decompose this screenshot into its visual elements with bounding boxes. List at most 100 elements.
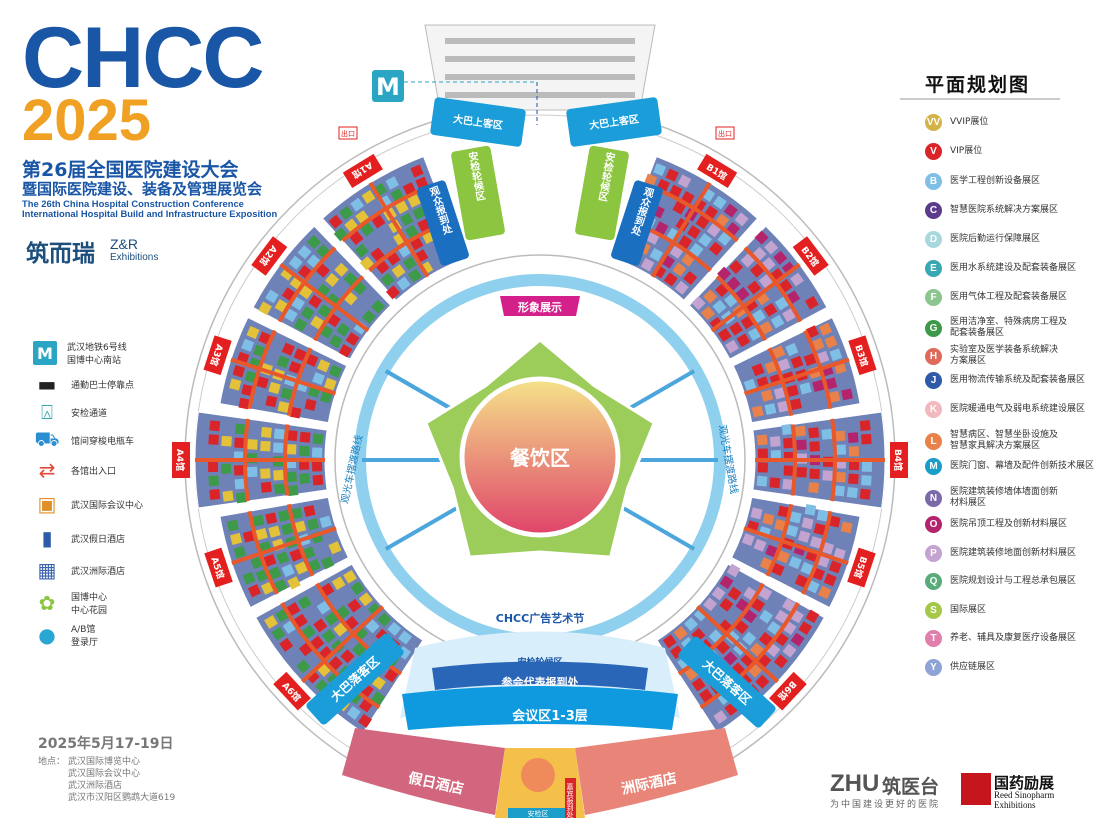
booth[interactable] <box>781 423 793 436</box>
booth[interactable] <box>222 490 234 502</box>
booth[interactable] <box>782 478 794 490</box>
booth[interactable] <box>229 532 243 546</box>
booth[interactable] <box>358 592 373 607</box>
booth[interactable] <box>265 512 278 525</box>
booth[interactable] <box>319 515 332 529</box>
booth[interactable] <box>298 459 310 470</box>
booth[interactable] <box>796 467 807 478</box>
booth[interactable] <box>273 442 284 453</box>
booth[interactable] <box>665 168 679 182</box>
booth[interactable] <box>818 322 833 336</box>
booth[interactable] <box>208 434 219 445</box>
booth[interactable] <box>847 432 859 443</box>
booth[interactable] <box>312 433 324 445</box>
booth[interactable] <box>252 514 265 527</box>
booth[interactable] <box>294 561 308 575</box>
booth[interactable] <box>640 257 655 272</box>
booth[interactable] <box>828 560 842 574</box>
booth[interactable] <box>281 563 295 578</box>
booth[interactable] <box>835 471 846 483</box>
booth[interactable] <box>727 586 742 601</box>
booth[interactable] <box>758 631 773 646</box>
booth[interactable] <box>370 247 385 262</box>
booth[interactable] <box>361 190 376 204</box>
booth[interactable] <box>728 259 744 275</box>
booth[interactable] <box>770 314 785 329</box>
booth[interactable] <box>786 384 799 397</box>
booth[interactable] <box>712 195 727 210</box>
booth[interactable] <box>772 345 786 359</box>
booth[interactable] <box>293 520 307 533</box>
booth[interactable] <box>812 379 825 393</box>
booth[interactable] <box>808 427 820 439</box>
booth[interactable] <box>757 448 769 459</box>
booth[interactable] <box>757 462 769 473</box>
booth[interactable] <box>683 617 699 632</box>
exhibition-hall-B5馆[interactable] <box>730 496 861 609</box>
booth[interactable] <box>756 475 768 487</box>
booth[interactable] <box>338 344 353 358</box>
booth[interactable] <box>286 430 298 442</box>
booth[interactable] <box>703 289 718 304</box>
booth[interactable] <box>754 230 769 245</box>
booth[interactable] <box>343 569 357 584</box>
booth[interactable] <box>749 263 765 278</box>
booth[interactable] <box>769 477 781 489</box>
booth[interactable] <box>654 221 669 235</box>
hall-label[interactable]: A5馆 <box>204 547 233 588</box>
booth[interactable] <box>311 461 323 472</box>
booth[interactable] <box>234 465 245 476</box>
booth[interactable] <box>790 632 805 647</box>
booth[interactable] <box>753 538 767 552</box>
booth[interactable] <box>350 581 365 596</box>
booth[interactable] <box>288 255 303 270</box>
booth[interactable] <box>232 365 246 378</box>
booth[interactable] <box>743 609 758 624</box>
booth[interactable] <box>774 296 789 311</box>
booth[interactable] <box>833 485 845 497</box>
booth[interactable] <box>280 387 293 400</box>
booth[interactable] <box>764 403 777 416</box>
booth[interactable] <box>290 507 303 520</box>
booth[interactable] <box>385 285 401 300</box>
booth[interactable] <box>208 475 219 487</box>
booth[interactable] <box>726 563 741 578</box>
hall-label[interactable]: A3馆 <box>203 335 232 376</box>
booth[interactable] <box>278 509 290 522</box>
booth[interactable] <box>320 556 335 570</box>
booth[interactable] <box>387 621 402 636</box>
booth[interactable] <box>370 299 386 314</box>
booth[interactable] <box>759 609 774 624</box>
booth[interactable] <box>773 250 788 265</box>
booth[interactable] <box>291 296 306 311</box>
booth[interactable] <box>242 530 255 543</box>
booth[interactable] <box>345 332 360 346</box>
booth[interactable] <box>310 315 324 330</box>
booth[interactable] <box>281 342 295 356</box>
booth[interactable] <box>286 471 297 483</box>
visitor-registration[interactable]: 观众报到处 <box>610 179 664 266</box>
booth[interactable] <box>317 303 332 318</box>
booth[interactable] <box>311 447 323 458</box>
booth[interactable] <box>264 615 278 629</box>
security-waiting-area[interactable]: 安检轮候区 <box>450 145 505 241</box>
booth[interactable] <box>312 372 325 385</box>
booth[interactable] <box>809 536 823 549</box>
booth[interactable] <box>835 444 846 455</box>
booth[interactable] <box>683 270 698 286</box>
booth[interactable] <box>350 197 365 212</box>
booth[interactable] <box>306 518 320 531</box>
booth[interactable] <box>268 381 281 395</box>
booth[interactable] <box>268 525 281 538</box>
booth[interactable] <box>268 566 282 580</box>
booth[interactable] <box>755 674 770 689</box>
booth[interactable] <box>672 201 686 215</box>
booth[interactable] <box>298 285 313 300</box>
booth[interactable] <box>286 444 297 455</box>
exhibition-hall-A2馆[interactable] <box>252 225 392 360</box>
booth[interactable] <box>281 523 294 536</box>
booth[interactable] <box>698 688 713 703</box>
booth[interactable] <box>786 524 799 537</box>
hall-label[interactable]: B4馆 <box>890 442 908 478</box>
booth[interactable] <box>287 576 301 590</box>
